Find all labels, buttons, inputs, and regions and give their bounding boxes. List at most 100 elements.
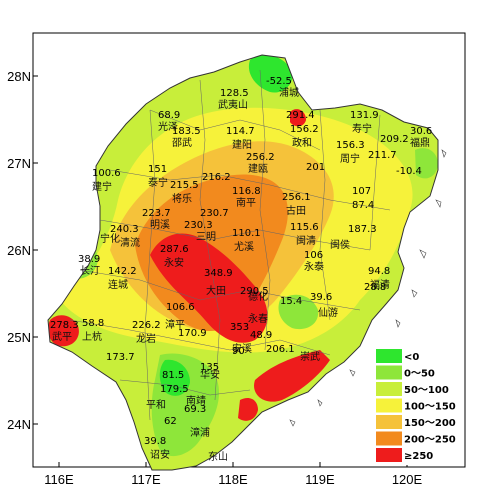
city-label: 建瓯 bbox=[248, 162, 268, 175]
city-label: 寿宁 bbox=[352, 122, 372, 135]
station-value: 110.1 bbox=[232, 228, 261, 239]
city-label: 诏安 bbox=[150, 448, 170, 461]
legend-label: 0～50 bbox=[404, 369, 435, 380]
x-tick-label: 118E bbox=[218, 472, 248, 487]
y-tick-label: 28N bbox=[7, 69, 31, 84]
station-value: 170.9 bbox=[178, 328, 207, 339]
legend-label: ≥250 bbox=[404, 451, 433, 462]
city-label: 仙游 bbox=[318, 306, 338, 319]
city-label: 崇武 bbox=[300, 350, 320, 363]
city-label: 将乐 bbox=[172, 193, 192, 205]
station-value: 39.6 bbox=[310, 292, 332, 303]
station-value: 30.6 bbox=[410, 126, 432, 137]
station-value: 69.3 bbox=[184, 404, 206, 415]
x-tick-label: 120E bbox=[392, 472, 423, 487]
fill-0-50-east bbox=[278, 294, 319, 330]
station-value: 100.6 bbox=[92, 168, 121, 179]
station-values: -52.5 128.5 68.9 183.5 114.7 291.4 156.2… bbox=[50, 76, 432, 447]
station-value: 287.6 bbox=[160, 244, 189, 255]
fill-0-50-northeast bbox=[415, 148, 438, 179]
station-value: 256.2 bbox=[246, 152, 275, 163]
legend-label: 200～250 bbox=[404, 435, 456, 446]
station-value: 39.8 bbox=[144, 436, 166, 447]
city-label: 永春 bbox=[248, 312, 268, 325]
city-label: 建宁 bbox=[92, 180, 112, 193]
city-label: 永泰 bbox=[304, 260, 324, 273]
station-value: 173.7 bbox=[106, 352, 135, 363]
x-axis-labels: 116E 117E 118E 119E 120E bbox=[44, 472, 422, 487]
station-value: 156.3 bbox=[336, 140, 365, 151]
city-label: 三明 bbox=[196, 231, 216, 243]
city-label: 东山 bbox=[208, 450, 228, 463]
station-value: 62 bbox=[164, 416, 177, 427]
city-label: 建阳 bbox=[232, 138, 252, 151]
station-value: 209.2 bbox=[380, 134, 409, 145]
fill-gt250-north bbox=[290, 109, 306, 127]
station-value: 291.4 bbox=[286, 110, 315, 121]
station-value: 48.9 bbox=[250, 330, 272, 341]
x-tick-label: 119E bbox=[305, 472, 335, 487]
legend-swatch bbox=[376, 431, 402, 446]
station-value: 94.8 bbox=[368, 266, 390, 277]
city-label: 南平 bbox=[236, 196, 256, 209]
city-label: 宁化 bbox=[100, 232, 120, 245]
station-value: 256.1 bbox=[282, 192, 311, 203]
station-value: 151 bbox=[148, 164, 167, 175]
city-label: 永安 bbox=[164, 256, 184, 269]
y-tick-label: 26N bbox=[7, 243, 31, 258]
legend: <0 0～50 50～100 100～150 150～200 200～250 ≥250 bbox=[374, 346, 460, 465]
city-labels: 浦城 武夷山 光泽 邵武 建阳 政和 寿宁 福鼎 建瓯 周宁 建宁 泰宁 将乐 … bbox=[52, 86, 430, 463]
station-value: 226.2 bbox=[132, 320, 161, 331]
station-value: 107 bbox=[352, 186, 371, 197]
station-value: 278.3 bbox=[50, 320, 79, 331]
city-label: 安溪 bbox=[232, 342, 252, 355]
legend-label: <0 bbox=[404, 352, 419, 363]
city-label: 明溪 bbox=[150, 219, 170, 231]
city-label: 德化 bbox=[248, 290, 268, 303]
city-label: 政和 bbox=[292, 136, 312, 149]
station-value: 87.4 bbox=[352, 200, 374, 211]
station-value: 131.9 bbox=[350, 110, 379, 121]
station-value: 290.5 bbox=[240, 286, 269, 297]
station-value: 81.5 bbox=[162, 370, 184, 381]
fill-gt250-coast bbox=[254, 350, 330, 402]
station-value: 187.3 bbox=[348, 224, 377, 235]
city-label: 古田 bbox=[286, 204, 306, 217]
legend-swatch bbox=[376, 365, 402, 380]
y-tick-label: 25N bbox=[7, 330, 31, 345]
x-tick-label: 117E bbox=[131, 472, 161, 487]
city-label: 闽侯 bbox=[330, 238, 350, 251]
station-value: 15.4 bbox=[280, 296, 302, 307]
y-axis-labels: 28N 27N 26N 25N 24N bbox=[7, 69, 31, 432]
station-value: 106.6 bbox=[166, 302, 195, 313]
y-tick-label: 24N bbox=[7, 417, 31, 432]
fill-lt0-south bbox=[159, 359, 190, 396]
fill-gt250-coast-2 bbox=[238, 398, 258, 421]
station-value: 240.3 bbox=[110, 224, 139, 235]
fill-gt250-west bbox=[48, 315, 79, 347]
station-value: 142.2 bbox=[108, 266, 137, 277]
station-value: -10.4 bbox=[396, 166, 422, 177]
station-value: 58.8 bbox=[82, 318, 104, 329]
city-label: 邵武 bbox=[172, 136, 192, 149]
city-label: 光泽 bbox=[158, 120, 178, 133]
legend-swatch bbox=[376, 349, 402, 363]
city-label: 漳平 bbox=[165, 318, 185, 331]
fill-lt0-north bbox=[248, 55, 293, 93]
station-value: 230.7 bbox=[200, 208, 229, 219]
station-value: 156.2 bbox=[290, 124, 319, 135]
station-value: 230.3 bbox=[184, 220, 213, 231]
city-label: 清流 bbox=[120, 236, 140, 249]
legend-swatch bbox=[376, 415, 402, 429]
city-label: 闽清 bbox=[296, 234, 316, 247]
city-label: 武夷山 bbox=[218, 98, 248, 111]
station-value: 179.5 bbox=[160, 384, 189, 395]
city-label: 平和 bbox=[146, 399, 166, 411]
city-label: 华安 bbox=[200, 368, 220, 381]
station-value: 68.9 bbox=[158, 110, 180, 121]
legend-label: 150～200 bbox=[404, 418, 456, 429]
station-value: 116.8 bbox=[232, 186, 261, 197]
county-boundaries bbox=[69, 69, 391, 421]
station-value: 211.7 bbox=[368, 150, 397, 161]
